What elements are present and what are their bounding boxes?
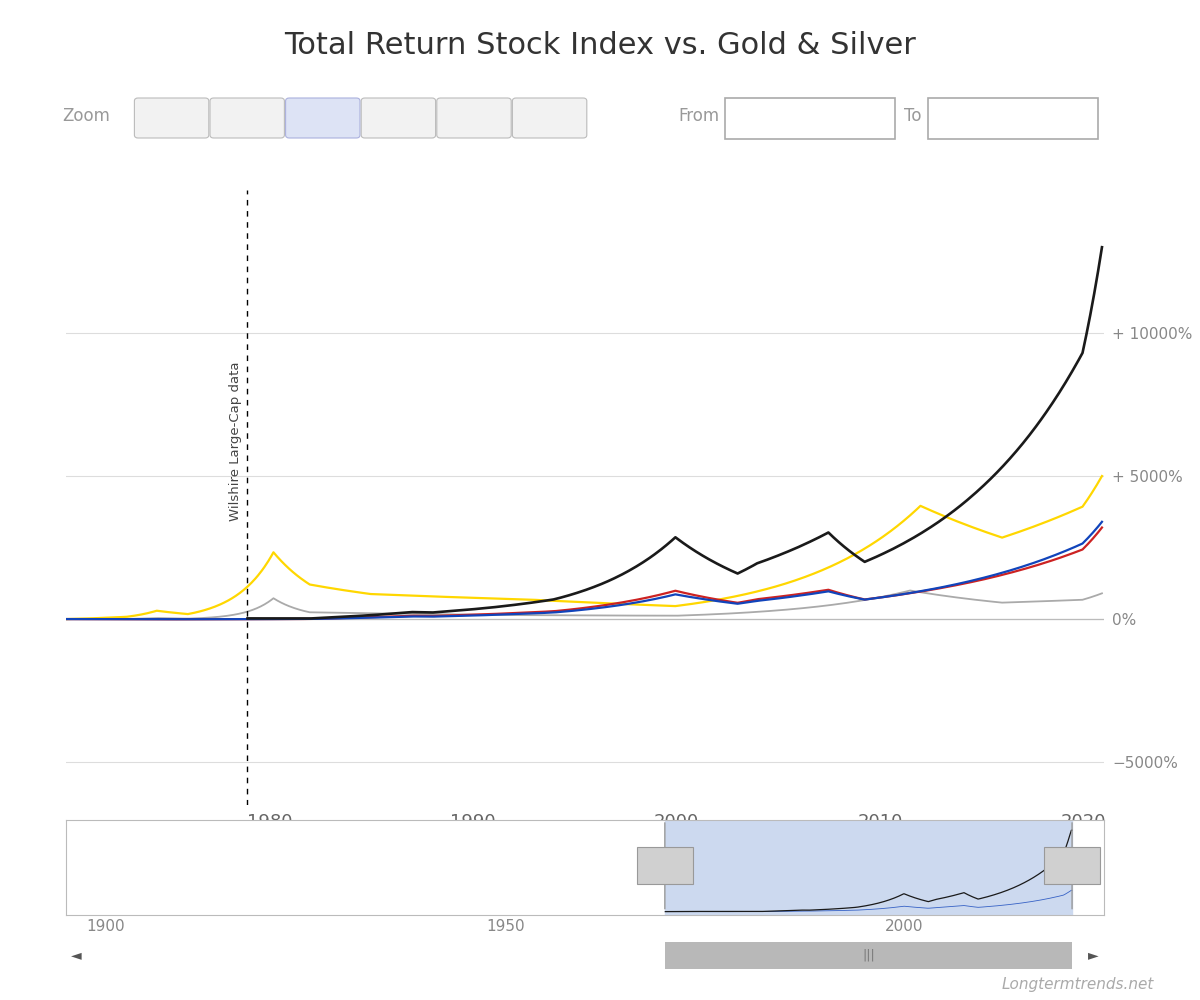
Bar [1044,847,1100,884]
Text: 30y: 30y [233,109,262,124]
Text: All: All [540,109,559,124]
Bar [665,942,1072,968]
Text: 80y: 80y [384,109,413,124]
Text: Wilshire Large-Cap data: Wilshire Large-Cap data [229,362,242,521]
Text: Nov 13, 2020: Nov 13, 2020 [961,109,1064,124]
Text: ||: || [1069,862,1075,871]
Text: 50y: 50y [307,109,338,124]
Text: |||: ||| [862,948,875,962]
Text: Zoom: Zoom [62,107,110,125]
Text: Nov 13, 1970: Nov 13, 1970 [758,109,862,124]
Bar [665,820,1072,915]
Text: 10y: 10y [157,109,186,124]
Bar [637,847,692,884]
Text: From: From [678,107,719,125]
Text: ►: ► [1088,948,1099,962]
Text: Total Return Stock Index vs. Gold & Silver: Total Return Stock Index vs. Gold & Silv… [284,30,916,60]
Text: Longtermtrends.net: Longtermtrends.net [1002,977,1154,992]
Text: ||: || [662,862,668,871]
Text: To: To [904,107,922,125]
Text: 100y: 100y [455,109,493,124]
Text: ◄: ◄ [71,948,82,962]
